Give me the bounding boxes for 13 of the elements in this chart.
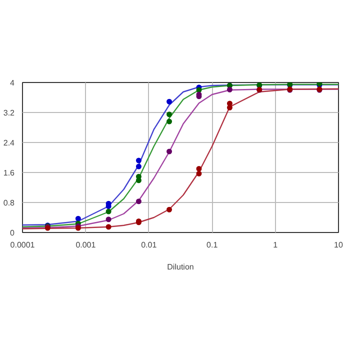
x-tick-label: 1: [273, 240, 278, 250]
x-axis-title: Dilution: [167, 262, 194, 272]
y-tick-label: 3.2: [3, 108, 16, 118]
y-tick-label: 2.4: [3, 138, 16, 148]
y-tick-label: 1.6: [3, 168, 16, 178]
x-tick-label: 0.001: [76, 240, 96, 250]
y-tick-label: 0.8: [3, 198, 16, 208]
y-tick-label: 0: [10, 228, 16, 238]
x-tick-label: 0.0001: [10, 240, 36, 250]
y-tick-label: 4: [10, 78, 16, 88]
x-tick-label: 10: [334, 240, 344, 250]
x-tick-label: 0.01: [141, 240, 158, 250]
x-tick-label: 0.1: [206, 240, 218, 250]
